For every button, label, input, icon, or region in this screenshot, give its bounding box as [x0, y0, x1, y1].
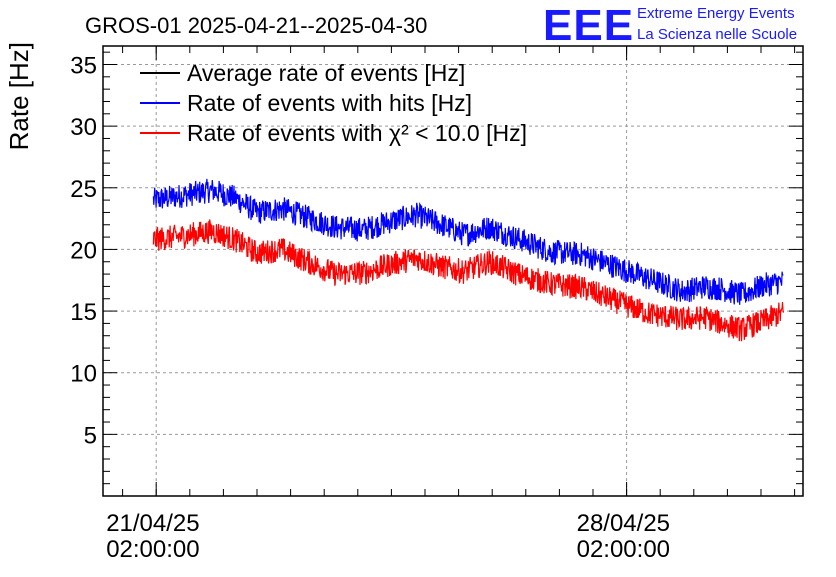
y-tick-label: 15 — [70, 299, 97, 326]
legend-label: Rate of events with χ² < 10.0 [Hz] — [187, 120, 527, 146]
legend: Average rate of events [Hz] Rate of event… — [140, 60, 527, 146]
x-tick-label-date: 21/04/25 — [106, 510, 199, 537]
plot-frame — [102, 45, 804, 497]
x-tick-label-time: 02:00:00 — [106, 536, 199, 563]
brand-line-1: Extreme Energy Events — [637, 5, 795, 22]
eee-logo: EEE Extreme Energy Events La Scienza nel… — [543, 1, 797, 50]
x-tick-label-time: 02:00:00 — [577, 536, 670, 563]
y-tick-label: 5 — [84, 422, 97, 449]
series-line — [152, 219, 784, 342]
series-line — [152, 178, 784, 305]
y-tick-label: 30 — [70, 114, 97, 141]
eee-logo-text: EEE — [543, 1, 634, 50]
y-tick-label: 35 — [70, 52, 97, 79]
x-tick-label-date: 28/04/25 — [577, 510, 670, 537]
legend-label: Average rate of events [Hz] — [187, 60, 465, 86]
series-layer — [152, 178, 784, 342]
y-axis-label: Rate [Hz] — [4, 42, 34, 150]
chart-title: GROS-01 2025-04-21--2025-04-30 — [85, 13, 427, 38]
y-tick-label: 25 — [70, 176, 97, 203]
axes: 510152025303521/04/2502:00:0028/04/2502:… — [70, 45, 804, 563]
y-tick-label: 20 — [70, 237, 97, 264]
y-tick-label: 10 — [70, 361, 97, 388]
legend-label: Rate of events with hits [Hz] — [187, 90, 472, 116]
brand-line-2: La Scienza nelle Scuole — [637, 26, 797, 43]
